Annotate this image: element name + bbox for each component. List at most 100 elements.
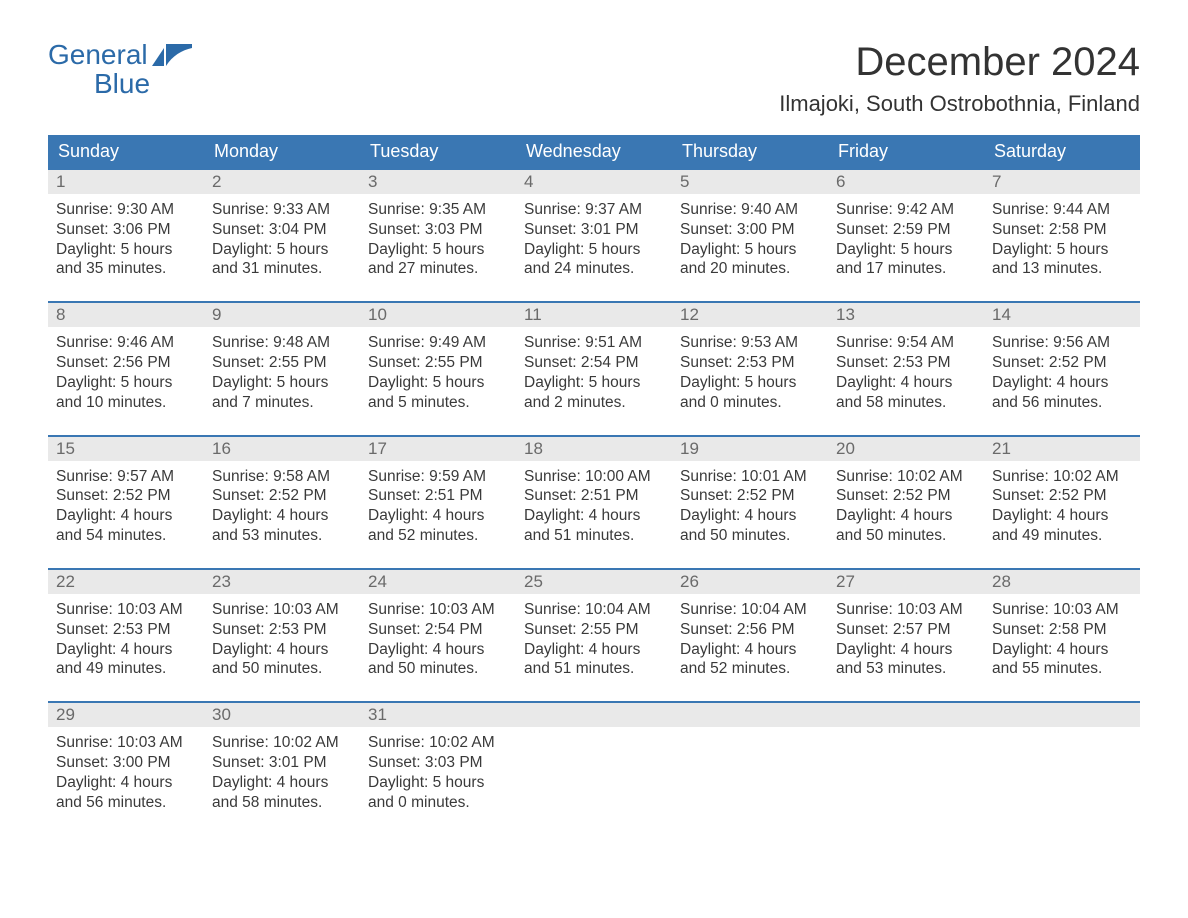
daylight-line2: and 50 minutes. <box>212 659 352 679</box>
day-number: 18 <box>516 437 672 461</box>
sunrise-label: Sunrise: <box>56 734 117 751</box>
sunset-value: 2:59 PM <box>893 221 951 238</box>
daylight-line1-value: 4 hours <box>277 774 329 791</box>
day-cell: Sunrise: 10:01 AMSunset: 2:52 PMDaylight… <box>672 461 828 554</box>
daylight-line1-value: 4 hours <box>1057 641 1109 658</box>
sunrise: Sunrise: 9:37 AM <box>524 200 664 220</box>
sunset: Sunset: 2:53 PM <box>680 353 820 373</box>
sunset-label: Sunset: <box>212 487 269 504</box>
sunset-value: 2:58 PM <box>1049 221 1107 238</box>
sunset-value: 2:51 PM <box>425 487 483 504</box>
sunset-value: 2:54 PM <box>581 354 639 371</box>
day-number: 16 <box>204 437 360 461</box>
sunset: Sunset: 2:52 PM <box>56 486 196 506</box>
daylight-line2: and 53 minutes. <box>836 659 976 679</box>
sunset: Sunset: 2:56 PM <box>680 620 820 640</box>
day-cell: Sunrise: 9:56 AMSunset: 2:52 PMDaylight:… <box>984 327 1140 420</box>
daylight-line1-label: Daylight: <box>680 241 745 258</box>
sunset-label: Sunset: <box>836 354 893 371</box>
day-cell: Sunrise: 10:04 AMSunset: 2:56 PMDaylight… <box>672 594 828 687</box>
sunrise-value: 9:51 AM <box>585 334 642 351</box>
sunrise: Sunrise: 10:03 AM <box>992 600 1132 620</box>
sunset: Sunset: 2:55 PM <box>212 353 352 373</box>
day-cell: Sunrise: 10:02 AMSunset: 3:01 PMDaylight… <box>204 727 360 820</box>
daylight-line1: Daylight: 4 hours <box>56 773 196 793</box>
daylight-line2: and 24 minutes. <box>524 259 664 279</box>
sunrise-label: Sunrise: <box>836 468 897 485</box>
sunrise: Sunrise: 10:02 AM <box>836 467 976 487</box>
daylight-line1-label: Daylight: <box>212 374 277 391</box>
sunset-value: 2:53 PM <box>893 354 951 371</box>
sunset: Sunset: 3:06 PM <box>56 220 196 240</box>
week: 293031Sunrise: 10:03 AMSunset: 3:00 PMDa… <box>48 701 1140 820</box>
daylight-line1: Daylight: 4 hours <box>212 640 352 660</box>
day-cell: Sunrise: 10:02 AMSunset: 2:52 PMDaylight… <box>828 461 984 554</box>
daylight-line1-value: 5 hours <box>277 241 329 258</box>
sunset-value: 2:52 PM <box>737 487 795 504</box>
sunrise-value: 9:44 AM <box>1053 201 1110 218</box>
daylight-line2: and 5 minutes. <box>368 393 508 413</box>
daylight-line1-label: Daylight: <box>368 241 433 258</box>
sunrise: Sunrise: 9:44 AM <box>992 200 1132 220</box>
dow-cell: Friday <box>828 135 984 168</box>
day-number: 8 <box>48 303 204 327</box>
daylight-line1-label: Daylight: <box>56 374 121 391</box>
week: 1234567Sunrise: 9:30 AMSunset: 3:06 PMDa… <box>48 168 1140 287</box>
day-cell: Sunrise: 10:04 AMSunset: 2:55 PMDaylight… <box>516 594 672 687</box>
daylight-line1: Daylight: 4 hours <box>680 506 820 526</box>
sunrise-value: 10:02 AM <box>1053 468 1119 485</box>
sunrise-label: Sunrise: <box>524 601 585 618</box>
daylight-line1: Daylight: 5 hours <box>368 373 508 393</box>
sunset-label: Sunset: <box>368 354 425 371</box>
sunset-value: 2:52 PM <box>893 487 951 504</box>
sunrise-value: 10:02 AM <box>429 734 495 751</box>
week: 22232425262728Sunrise: 10:03 AMSunset: 2… <box>48 568 1140 687</box>
daylight-line1-value: 4 hours <box>277 641 329 658</box>
daylight-line2: and 53 minutes. <box>212 526 352 546</box>
sunset-label: Sunset: <box>368 487 425 504</box>
sunrise-value: 10:02 AM <box>897 468 963 485</box>
sunset: Sunset: 3:01 PM <box>524 220 664 240</box>
day-cell: Sunrise: 9:54 AMSunset: 2:53 PMDaylight:… <box>828 327 984 420</box>
day-number <box>828 703 984 727</box>
day-number: 4 <box>516 170 672 194</box>
brand-word2: Blue <box>94 68 150 99</box>
day-cell: Sunrise: 9:30 AMSunset: 3:06 PMDaylight:… <box>48 194 204 287</box>
sunrise-value: 9:48 AM <box>273 334 330 351</box>
sunset-value: 2:55 PM <box>581 621 639 638</box>
daylight-line1-value: 4 hours <box>745 641 797 658</box>
day-cell: Sunrise: 10:03 AMSunset: 2:53 PMDaylight… <box>48 594 204 687</box>
daylight-line1-value: 5 hours <box>901 241 953 258</box>
sunrise-label: Sunrise: <box>680 468 741 485</box>
sunset: Sunset: 2:58 PM <box>992 220 1132 240</box>
sunrise-value: 9:58 AM <box>273 468 330 485</box>
day-number: 9 <box>204 303 360 327</box>
month-title: December 2024 <box>779 40 1140 85</box>
sunset-value: 3:01 PM <box>269 754 327 771</box>
daylight-line1-label: Daylight: <box>212 774 277 791</box>
daylight-line1-value: 4 hours <box>433 641 485 658</box>
day-cell: Sunrise: 10:02 AMSunset: 2:52 PMDaylight… <box>984 461 1140 554</box>
dow-cell: Monday <box>204 135 360 168</box>
daylight-line2: and 51 minutes. <box>524 659 664 679</box>
day-number: 20 <box>828 437 984 461</box>
daylight-line2: and 0 minutes. <box>680 393 820 413</box>
daylight-line1: Daylight: 4 hours <box>368 506 508 526</box>
daylight-line1-label: Daylight: <box>992 241 1057 258</box>
sunrise: Sunrise: 10:03 AM <box>836 600 976 620</box>
day-body-row: Sunrise: 10:03 AMSunset: 2:53 PMDaylight… <box>48 594 1140 687</box>
sunset-label: Sunset: <box>56 621 113 638</box>
sunrise: Sunrise: 10:03 AM <box>56 600 196 620</box>
day-cell <box>672 727 828 820</box>
day-cell <box>828 727 984 820</box>
daylight-line1-value: 5 hours <box>433 374 485 391</box>
day-number: 5 <box>672 170 828 194</box>
daylight-line1: Daylight: 5 hours <box>56 240 196 260</box>
daylight-line1-value: 5 hours <box>745 374 797 391</box>
sunrise-label: Sunrise: <box>836 334 897 351</box>
sunrise-label: Sunrise: <box>836 601 897 618</box>
sunrise: Sunrise: 9:54 AM <box>836 333 976 353</box>
dow-cell: Sunday <box>48 135 204 168</box>
sunset: Sunset: 2:53 PM <box>836 353 976 373</box>
daylight-line1: Daylight: 4 hours <box>524 506 664 526</box>
